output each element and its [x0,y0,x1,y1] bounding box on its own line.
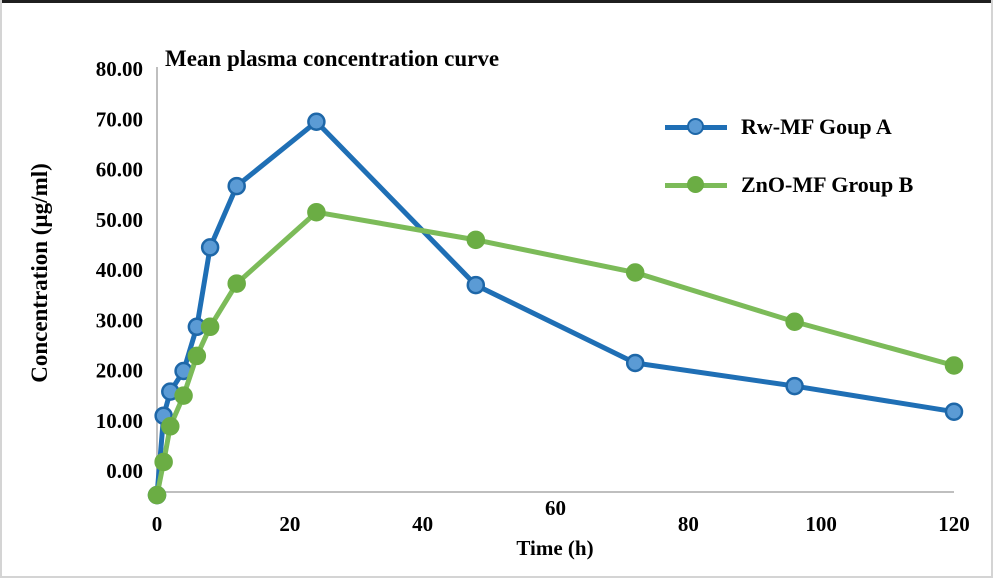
x-tick-label: 20 [279,512,300,536]
data-point-marker-1 [174,386,193,405]
legend-item-group-a: Rw-MF Goup A [665,112,913,142]
y-tick-label: 20.00 [96,359,143,383]
y-tick-label: 60.00 [96,158,143,182]
y-tick-label: 80.00 [96,57,143,81]
legend-label-group-b: ZnO-MF Group B [741,172,914,197]
data-point-marker-1 [161,417,180,436]
data-point-marker-0 [944,402,964,421]
y-tick-label: 10.00 [96,409,143,433]
data-point-marker-1 [227,274,246,293]
x-tick-label: 0 [152,512,163,536]
y-tick-label: 50.00 [96,208,143,232]
data-point-marker-0 [200,238,220,257]
data-point-marker-0 [625,353,645,373]
legend-line-marker-blue-icon [665,117,727,137]
data-point-marker-1 [466,230,486,250]
data-point-marker-1 [154,452,173,472]
data-point-marker-1 [200,317,220,337]
y-axis-title: Concentration (µg/ml) [27,163,52,383]
data-point-marker-0 [227,176,246,196]
data-point-marker-1 [307,202,326,222]
data-point-marker-0 [307,112,326,132]
data-point-marker-0 [785,376,804,396]
x-tick-label: 100 [805,512,837,536]
data-point-marker-1 [187,346,207,366]
data-point-marker-1 [785,312,804,332]
y-tick-label: 0.00 [106,459,143,483]
y-tick-label: 40.00 [96,258,143,282]
y-tick-label: 30.00 [96,308,143,332]
x-tick-label: 40 [412,512,433,536]
legend-line-marker-green-icon [665,175,727,195]
data-point-marker-0 [466,275,486,295]
x-axis-title: Time (h) [516,536,594,560]
data-point-marker-1 [625,263,645,282]
x-tick-label: 60 [545,496,566,520]
x-tick-label: 120 [938,512,970,536]
legend-label-group-a: Rw-MF Goup A [741,114,892,139]
top-border-line [2,0,991,3]
series-line-1 [154,209,957,498]
chart-title: Mean plasma concentration curve [165,46,500,71]
x-tick-label: 80 [678,512,699,536]
legend-item-group-b: ZnO-MF Group B [665,170,913,200]
legend: Rw-MF Goup A ZnO-MF Group B [665,112,913,228]
y-tick-label: 70.00 [96,107,143,131]
data-point-marker-1 [147,485,167,505]
data-point-marker-1 [944,356,964,375]
